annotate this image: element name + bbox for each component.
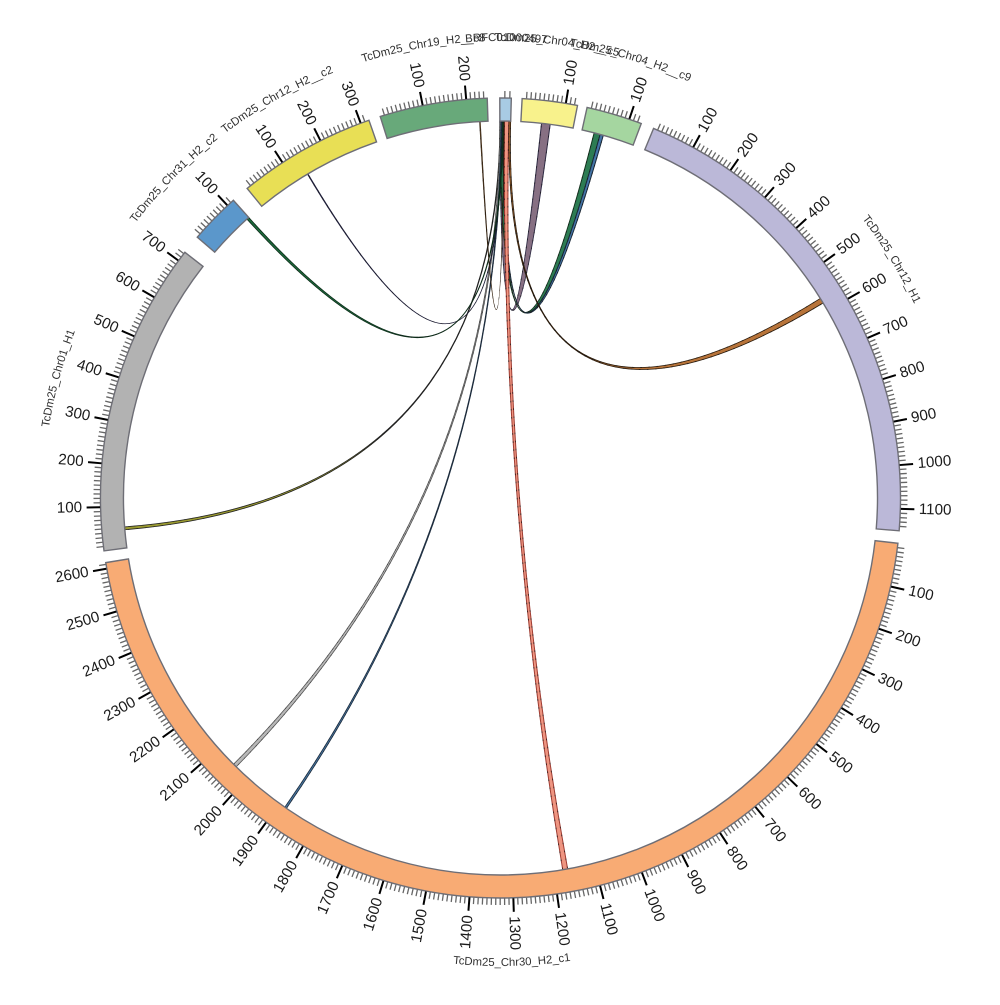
svg-text:1300: 1300 xyxy=(505,916,523,950)
svg-text:200: 200 xyxy=(58,451,85,470)
svg-text:BRFC01000497: BRFC01000497 xyxy=(465,32,548,46)
svg-text:100: 100 xyxy=(406,61,428,89)
svg-text:1500: 1500 xyxy=(408,908,431,944)
svg-text:2600: 2600 xyxy=(54,564,90,587)
svg-text:400: 400 xyxy=(75,356,104,380)
svg-text:300: 300 xyxy=(64,403,92,425)
svg-text:1200: 1200 xyxy=(551,911,573,947)
svg-text:1400: 1400 xyxy=(457,915,477,950)
svg-text:100: 100 xyxy=(560,59,581,87)
svg-text:900: 900 xyxy=(910,405,938,427)
svg-text:1100: 1100 xyxy=(919,501,952,519)
svg-text:100: 100 xyxy=(57,499,83,517)
svg-text:800: 800 xyxy=(898,358,927,382)
svg-text:1000: 1000 xyxy=(917,452,952,472)
svg-text:200: 200 xyxy=(454,55,473,82)
svg-text:100: 100 xyxy=(907,582,935,604)
